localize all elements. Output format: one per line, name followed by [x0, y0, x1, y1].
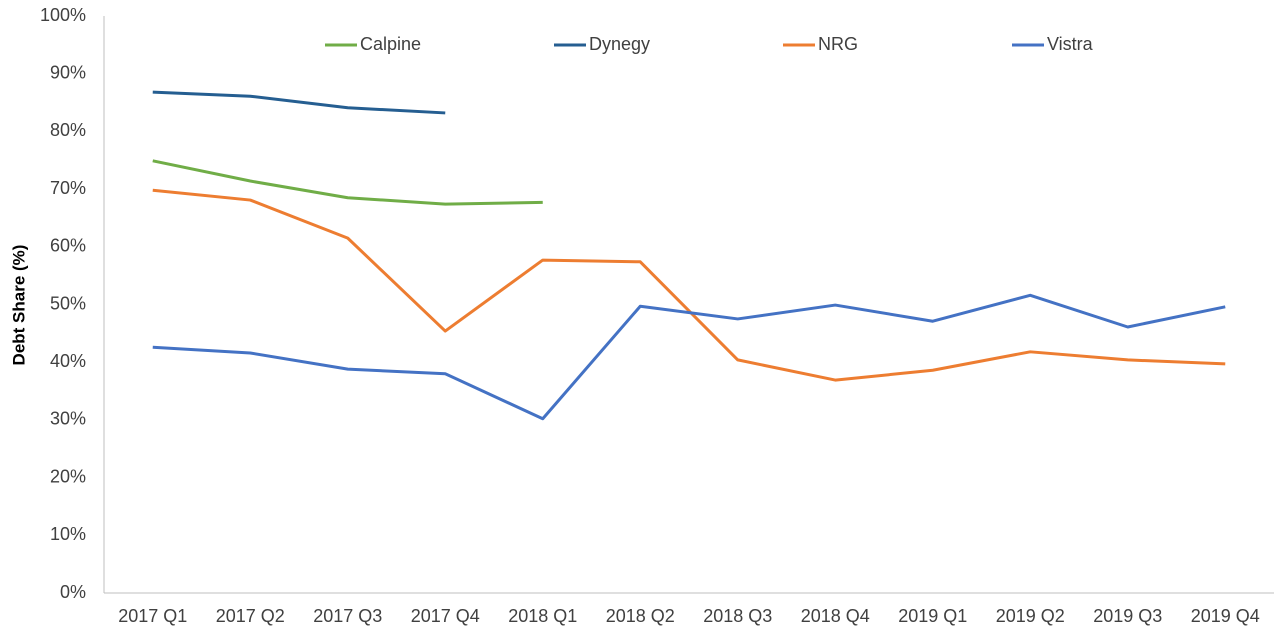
y-tick-label: 100% [40, 5, 86, 25]
series-line [152, 293, 1226, 421]
y-tick-label: 80% [50, 120, 86, 140]
x-tick-label: 2017 Q2 [216, 606, 285, 626]
x-tick-label: 2019 Q2 [996, 606, 1065, 626]
y-tick-label: 10% [50, 524, 86, 544]
x-tick-label: 2017 Q1 [118, 606, 187, 626]
x-tick-label: 2018 Q3 [703, 606, 772, 626]
x-tick-label: 2018 Q1 [508, 606, 577, 626]
x-tick-label: 2018 Q4 [801, 606, 870, 626]
y-tick-label: 90% [50, 62, 86, 82]
y-tick-label: 70% [50, 178, 86, 198]
legend-label: NRG [818, 34, 858, 54]
legend-label: Calpine [360, 34, 421, 54]
y-tick-label: 20% [50, 466, 86, 486]
legend-label: Vistra [1047, 34, 1094, 54]
x-tick-label: 2017 Q4 [411, 606, 480, 626]
series-line [152, 90, 446, 115]
y-tick-label: 40% [50, 351, 86, 371]
y-axis-title: Debt Share (%) [9, 245, 28, 366]
x-tick-label: 2019 Q3 [1093, 606, 1162, 626]
y-tick-label: 30% [50, 409, 86, 429]
x-tick-label: 2019 Q4 [1191, 606, 1260, 626]
y-tick-label: 60% [50, 236, 86, 256]
x-tick-label: 2017 Q3 [313, 606, 382, 626]
y-tick-label: 0% [60, 582, 86, 602]
x-tick-label: 2019 Q1 [898, 606, 967, 626]
series-line [152, 159, 543, 206]
series-line [152, 188, 1226, 382]
x-tick-label: 2018 Q2 [606, 606, 675, 626]
y-tick-label: 50% [50, 293, 86, 313]
legend-label: Dynegy [589, 34, 650, 54]
